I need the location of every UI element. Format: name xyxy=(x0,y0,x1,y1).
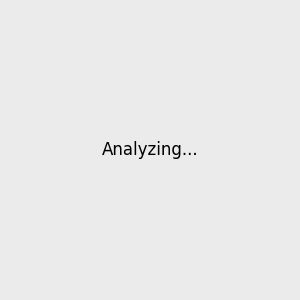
Text: Analyzing...: Analyzing... xyxy=(102,141,198,159)
